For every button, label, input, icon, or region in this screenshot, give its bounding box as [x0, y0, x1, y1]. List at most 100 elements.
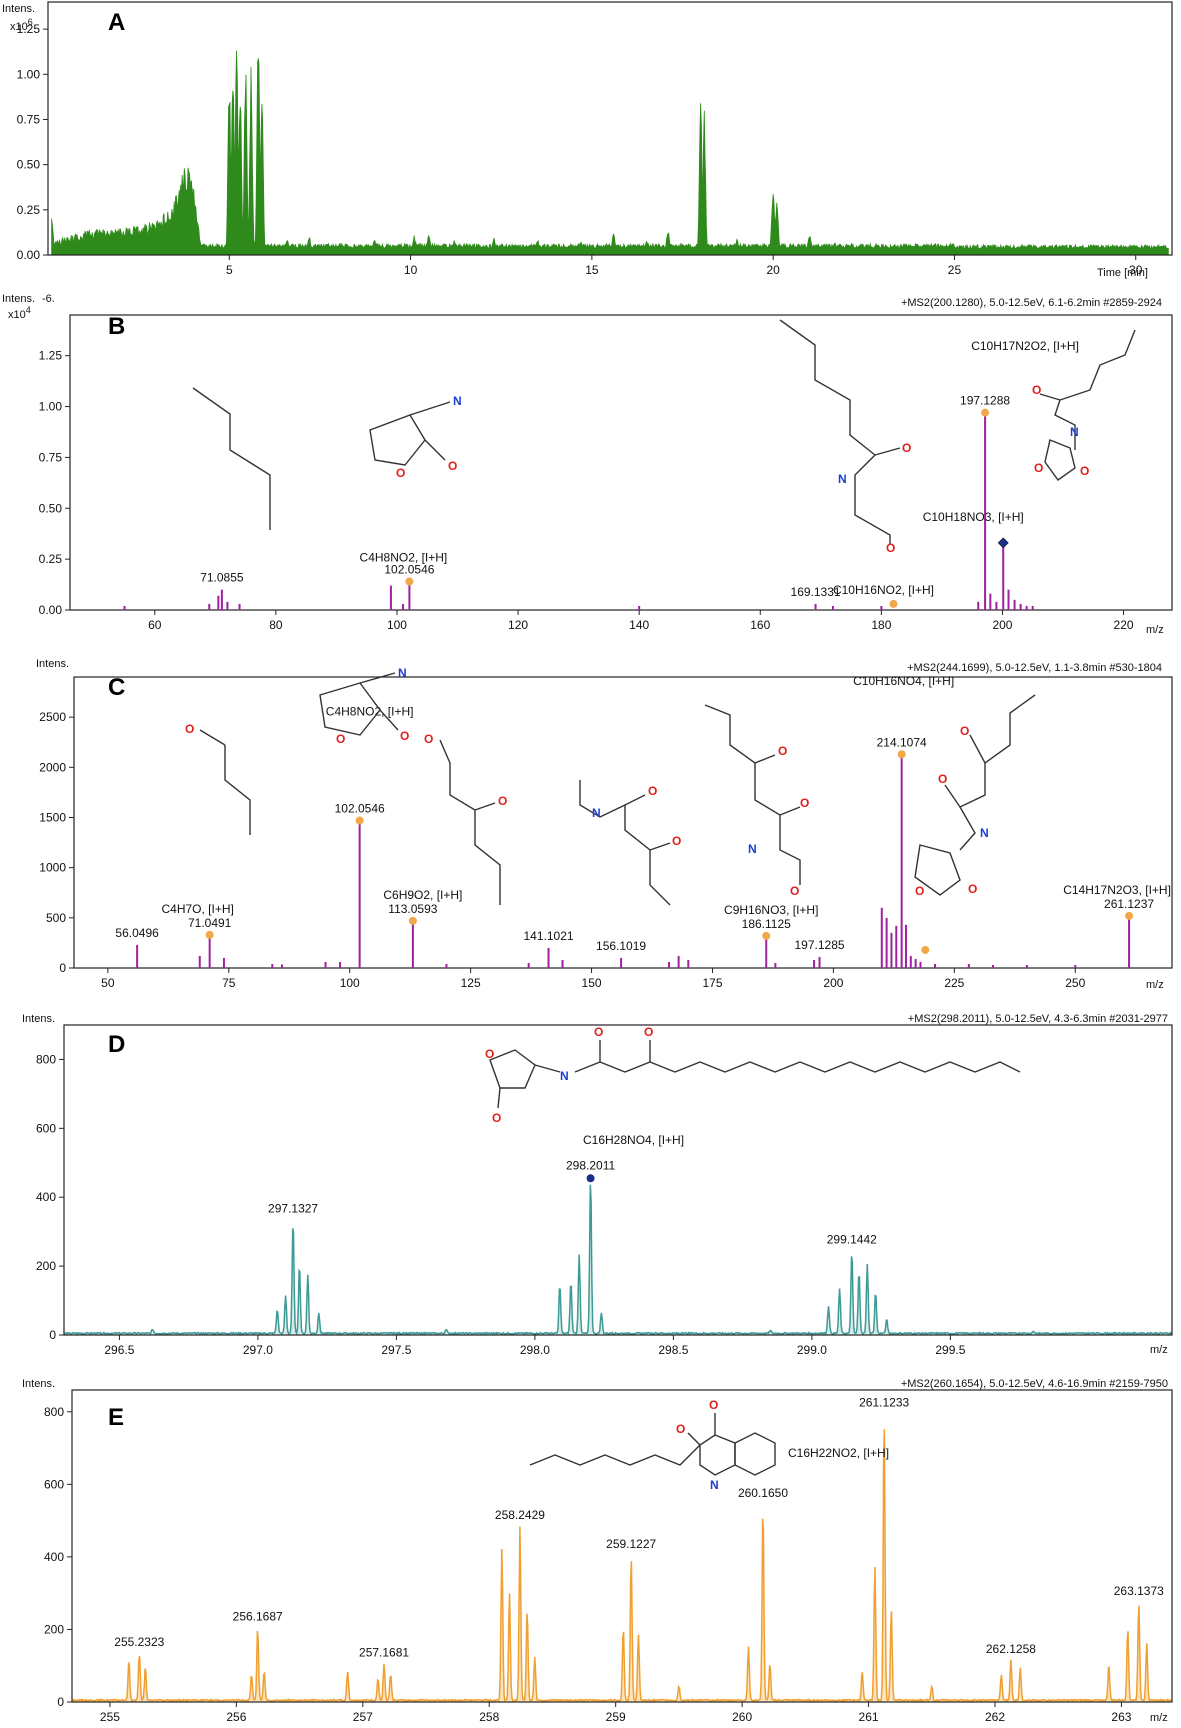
peak-label: 260.1650: [738, 1486, 788, 1500]
y-axis-exponent: x106: [10, 17, 33, 33]
x-tick-label: 120: [508, 618, 528, 632]
fragment-marker: [889, 599, 898, 608]
svg-text:N: N: [710, 1478, 719, 1492]
peak-label: 169.1331: [791, 585, 841, 599]
x-tick-label: 260: [732, 1710, 752, 1724]
svg-text:O: O: [676, 1422, 685, 1436]
structure-oxododecanoyl-hsl: O O N O O: [485, 1025, 1021, 1125]
svg-text:O: O: [1032, 383, 1041, 397]
x-tick-label: 257: [353, 1710, 373, 1724]
plot-frame: [71, 1389, 1173, 1703]
svg-text:O: O: [1080, 464, 1089, 478]
svg-text:O: O: [938, 772, 947, 786]
x-tick-label: 25: [948, 263, 962, 277]
chromatogram-trace: [51, 50, 1169, 256]
chart-panel-a: 0.00 0.25 0.50 0.75 1.00 1.25 5 10 15 20 25 30 A In…: [2, 1, 1173, 279]
peak-label: 102.0546: [384, 563, 434, 577]
x-tick-label: 160: [750, 618, 770, 632]
peak-label: 56.0496: [115, 926, 159, 940]
structure-oxohexanoyl-hsl: O O N O O: [914, 694, 1036, 898]
y-tick-label: 0.00: [17, 248, 41, 262]
x-tick-label: 75: [222, 976, 236, 990]
formula-label: C4H7O, [I+H]: [161, 902, 233, 916]
x-tick-label: 220: [1114, 618, 1134, 632]
svg-text:O: O: [960, 724, 969, 738]
svg-text:O: O: [448, 459, 457, 473]
svg-text:N: N: [453, 394, 462, 408]
x-tick-label: 298.5: [658, 1343, 688, 1357]
x-tick-label: 258: [479, 1710, 499, 1724]
y-tick-label: 1500: [39, 810, 66, 824]
y-tick-label: 1.25: [17, 22, 41, 36]
y-tick-label: 0.00: [39, 603, 63, 617]
peak-label: 214.1074: [877, 735, 927, 749]
svg-text:O: O: [424, 732, 433, 746]
x-tick-label: 180: [871, 618, 891, 632]
y-axis-title: Intens.: [2, 3, 35, 15]
peak-label: 71.0491: [188, 916, 232, 930]
structure-heptyl-hydroxyquinolone: O O N: [529, 1398, 776, 1492]
x-axis-title: m/z: [1150, 1712, 1168, 1724]
x-tick-label: 50: [101, 976, 115, 990]
formula-label: C9H16NO3, [I+H]: [724, 903, 818, 917]
x-tick-label: 296.5: [104, 1343, 134, 1357]
svg-text:O: O: [672, 834, 681, 848]
structure-butyl: [192, 387, 271, 530]
chart-panel-b: 0.00 0.25 0.50 0.75 1.00 1.25 60 80 100 120 140 160…: [2, 293, 1173, 636]
x-tick-label: 60: [148, 618, 162, 632]
peak-label: 299.1442: [827, 1232, 877, 1246]
svg-text:O: O: [644, 1025, 653, 1039]
y-tick-label: 0: [57, 1695, 64, 1709]
svg-text:O: O: [396, 466, 405, 480]
peak-label: 156.1019: [596, 939, 646, 953]
x-tick-label: 299.0: [797, 1343, 827, 1357]
peak-label: 258.2429: [495, 1508, 545, 1522]
peak-label: 186.1125: [742, 917, 791, 931]
plot-frame: [63, 1024, 1173, 1336]
formula-label: C10H16NO2, [I+H]: [833, 583, 934, 597]
peak-label: 102.0546: [335, 801, 385, 815]
svg-text:O: O: [336, 732, 345, 746]
structure-amide-chain: O N O: [779, 319, 911, 555]
spectrum-line: [71, 1429, 1172, 1703]
x-tick-label: 259: [606, 1710, 626, 1724]
y-axis-title: Intens.: [22, 1013, 55, 1025]
fragment-marker: [408, 916, 417, 925]
y-tick-label: 200: [36, 1259, 56, 1273]
peak-label: 197.1285: [794, 938, 844, 952]
formula-label: C4H8NO2, [I+H]: [326, 704, 414, 718]
svg-text:O: O: [485, 1047, 494, 1061]
y-axis-title: Intens.: [2, 293, 35, 305]
x-tick-label: 80: [269, 618, 283, 632]
x-tick-label: 20: [766, 263, 780, 277]
svg-text:O: O: [1034, 461, 1043, 475]
panel-label: B: [108, 313, 125, 340]
x-tick-label: 150: [582, 976, 602, 990]
peak-label: 113.0593: [388, 902, 437, 916]
x-tick-label: 200: [823, 976, 843, 990]
peak-label: 261.1237: [1104, 897, 1154, 911]
fragment-marker: [205, 930, 214, 939]
svg-text:N: N: [592, 806, 601, 820]
structure-butanal: O: [185, 722, 251, 835]
svg-text:O: O: [648, 784, 657, 798]
x-axis-title: m/z: [1146, 624, 1164, 636]
peak-label: 297.1327: [268, 1201, 318, 1215]
svg-text:O: O: [886, 541, 895, 555]
peak-label: 141.1021: [523, 929, 573, 943]
x-tick-label: 299.5: [935, 1343, 965, 1357]
y-tick-label: 0.25: [17, 203, 41, 217]
spectrum-area: [64, 1184, 1172, 1335]
fragment-marker: [762, 931, 771, 940]
y-tick-label: 2500: [39, 710, 66, 724]
y-tick-label: 0.75: [17, 112, 41, 126]
x-tick-label: 297.0: [243, 1343, 273, 1357]
formula-label: C16H28NO4, [I+H]: [583, 1133, 684, 1147]
peak-label: 263.1373: [1114, 1584, 1164, 1598]
formula-label: C10H16NO4, [I+H]: [853, 674, 954, 688]
y-tick-label: 0.75: [39, 450, 63, 464]
plot-frame: [47, 1, 1173, 256]
formula-label: C14H17N2O3, [I+H]: [1063, 883, 1171, 897]
x-tick-label: 262: [985, 1710, 1005, 1724]
x-tick-label: 255: [100, 1710, 120, 1724]
